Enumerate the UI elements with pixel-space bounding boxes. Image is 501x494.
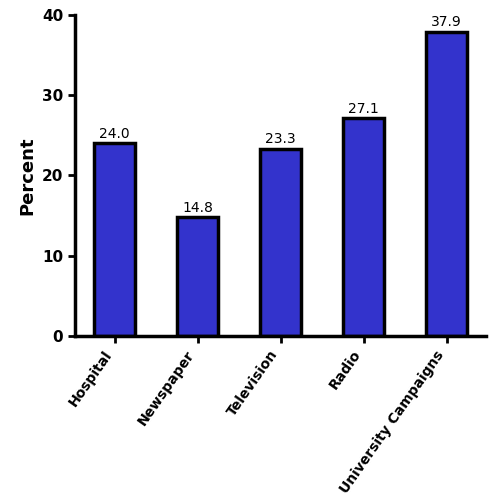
Text: 27.1: 27.1 bbox=[348, 102, 379, 116]
Y-axis label: Percent: Percent bbox=[19, 136, 37, 214]
Bar bbox=[426, 32, 467, 336]
Bar bbox=[343, 119, 384, 336]
Bar bbox=[177, 217, 218, 336]
Text: 23.3: 23.3 bbox=[265, 132, 296, 146]
Text: 24.0: 24.0 bbox=[99, 127, 130, 141]
Bar bbox=[94, 143, 135, 336]
Bar bbox=[260, 149, 301, 336]
Text: 37.9: 37.9 bbox=[431, 15, 462, 29]
Text: 14.8: 14.8 bbox=[182, 201, 213, 215]
